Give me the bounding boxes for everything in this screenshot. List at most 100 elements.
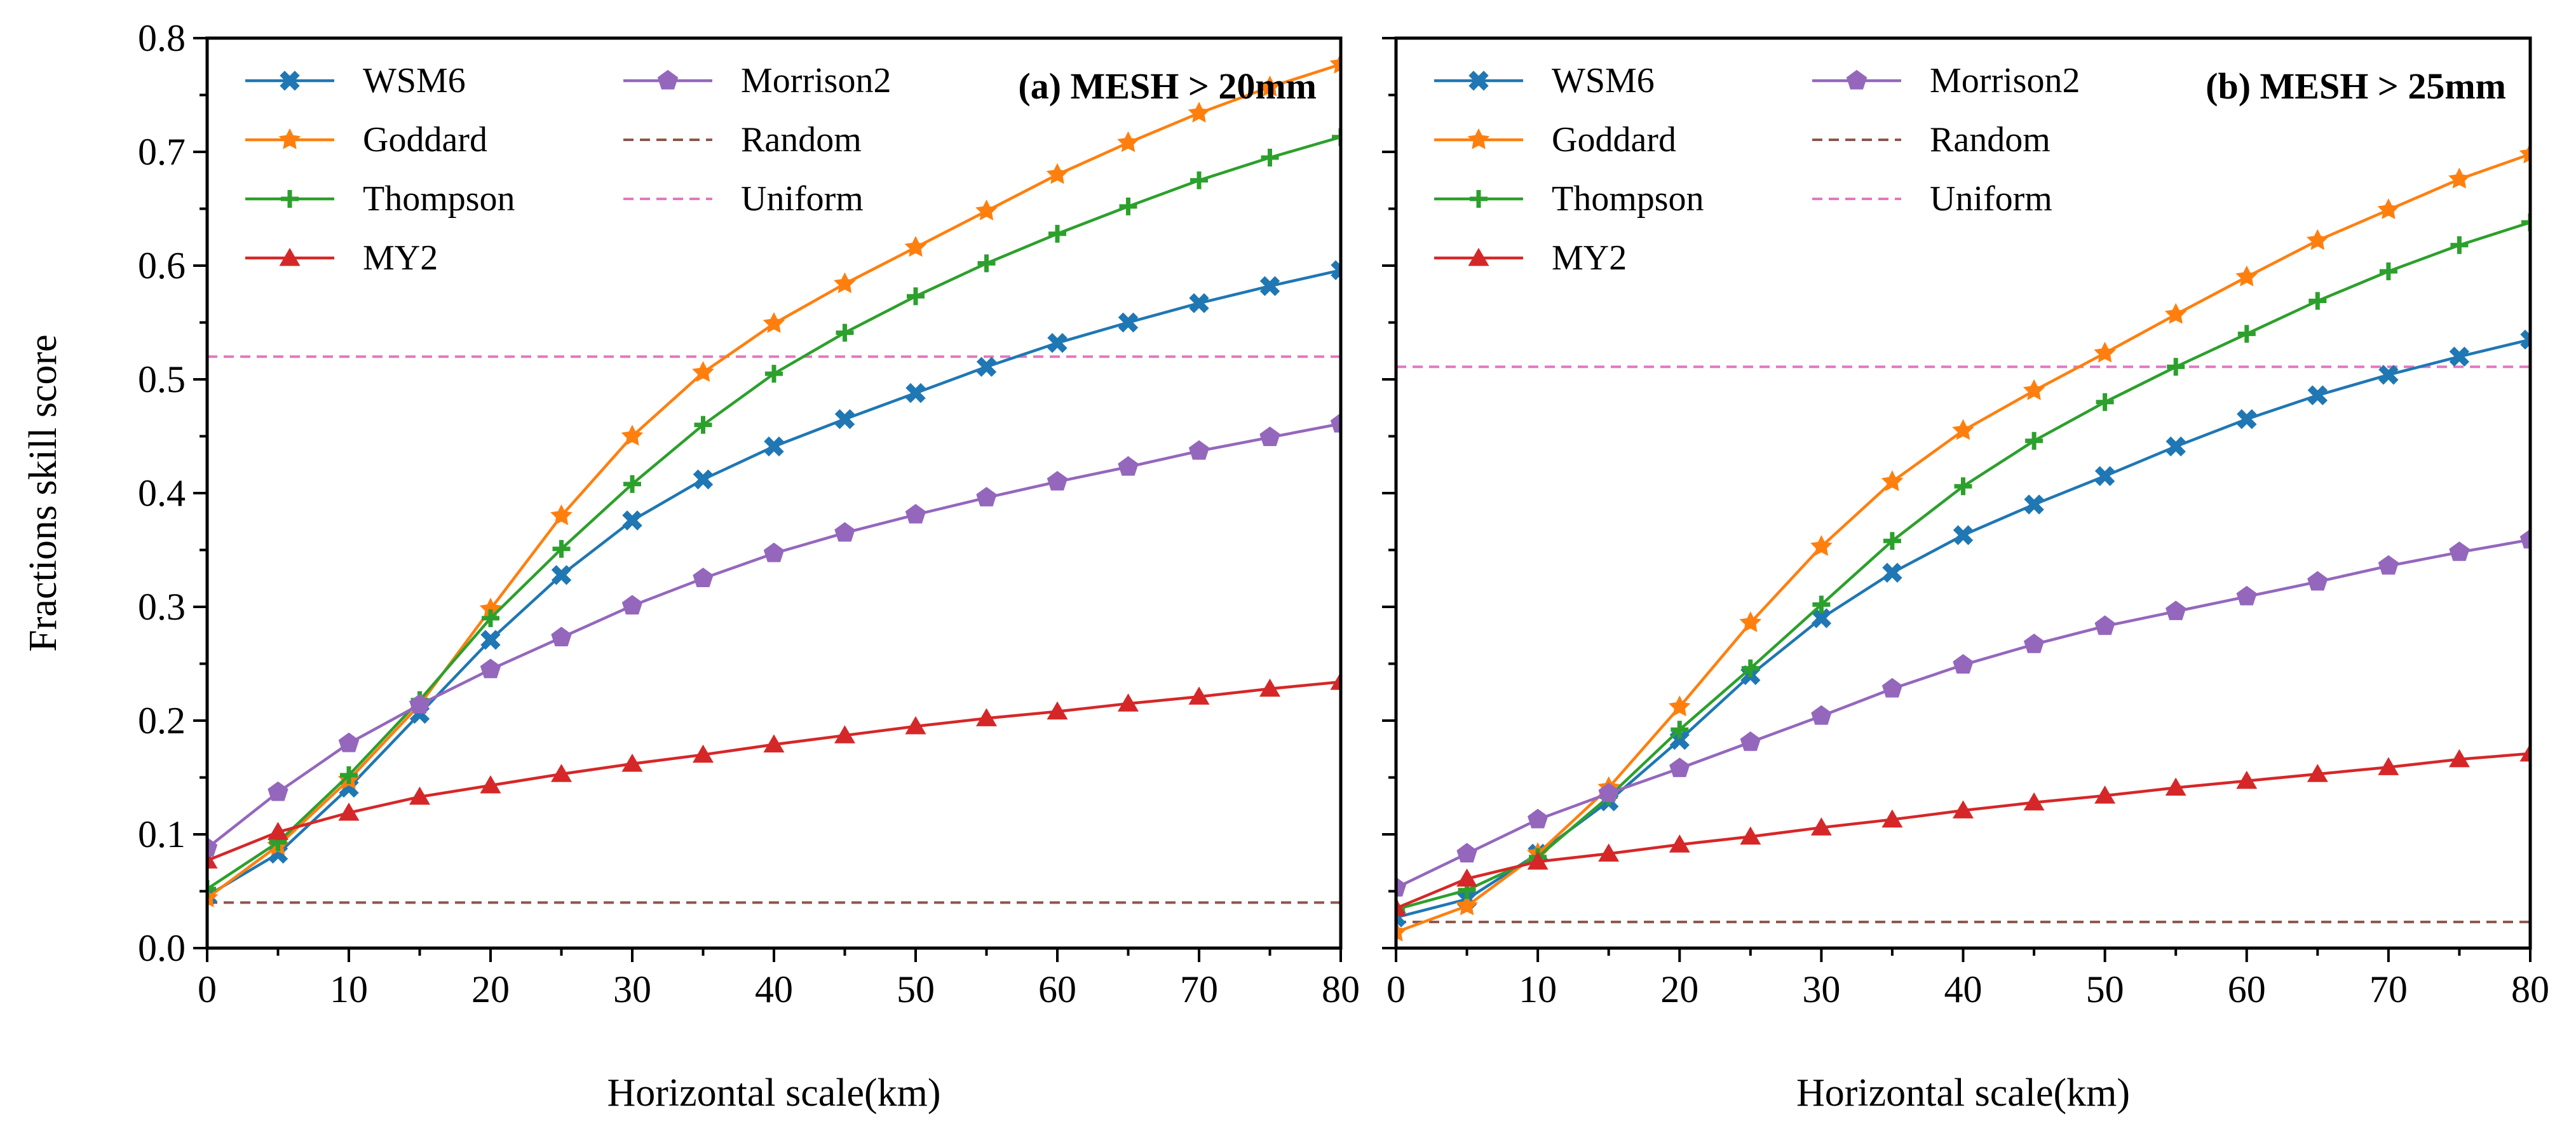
point-goddard-60 [1046, 163, 1069, 184]
y-tick-label: 0.8 [138, 17, 186, 59]
point-my2-50 [905, 716, 926, 735]
point-morrison2-10 [338, 732, 360, 752]
legend-marker [279, 248, 301, 266]
point-my2-30 [1810, 817, 1832, 836]
point-morrison2-45 [2023, 634, 2045, 653]
y-tick-label: 0.1 [138, 813, 186, 855]
point-morrison2-50 [2094, 615, 2115, 635]
legend-entry-my2: MY2 [1434, 238, 1627, 278]
point-morrison2-40 [763, 542, 785, 562]
legend-entry-wsm6: WSM6 [1434, 61, 1655, 100]
point-my2-55 [2165, 777, 2186, 796]
legend-marker [1846, 70, 1868, 90]
point-my2-20 [480, 775, 501, 794]
point-my2-25 [551, 764, 572, 782]
point-goddard-40 [1952, 419, 1974, 440]
point-morrison2-75 [2449, 541, 2470, 561]
x-tick-label: 60 [2228, 968, 2266, 1010]
point-morrison2-65 [1118, 456, 1139, 476]
point-thompson-45 [2025, 431, 2044, 450]
point-my2-10 [1527, 852, 1549, 870]
legend-marker [281, 190, 299, 208]
point-morrison2-70 [1188, 440, 1210, 460]
legend-label: Uniform [741, 179, 864, 219]
point-wsm6-75 [2449, 346, 2470, 367]
point-wsm6-40 [1953, 525, 1974, 545]
point-my2-60 [1047, 701, 1068, 720]
point-morrison2-45 [834, 522, 855, 542]
x-tick-label: 80 [2511, 968, 2549, 1010]
x-tick-label: 0 [198, 968, 217, 1010]
point-my2-0 [1396, 898, 1407, 916]
point-morrison2-0 [207, 837, 218, 857]
point-wsm6-80 [2520, 329, 2530, 350]
point-my2-35 [1881, 809, 1903, 828]
series-line-wsm6 [207, 269, 1341, 897]
point-my2-75 [2449, 749, 2470, 768]
point-goddard-80 [1329, 53, 1341, 74]
point-morrison2-10 [1528, 808, 1549, 829]
legend-marker [1468, 71, 1489, 91]
point-goddard-65 [2307, 229, 2329, 250]
point-goddard-45 [2023, 379, 2045, 400]
point-morrison2-80 [1330, 412, 1341, 433]
point-my2-40 [763, 734, 785, 753]
legend-marker [280, 71, 300, 91]
x-tick-label: 10 [1519, 968, 1557, 1010]
point-thompson-40 [1954, 477, 1972, 496]
point-thompson-65 [2308, 292, 2327, 310]
point-wsm6-30 [622, 510, 642, 531]
point-wsm6-55 [976, 356, 997, 377]
point-thompson-80 [1332, 128, 1341, 146]
point-thompson-45 [836, 323, 854, 342]
point-wsm6-50 [2094, 466, 2115, 486]
legend-label: Uniform [1930, 179, 2052, 219]
point-goddard-35 [1881, 470, 1904, 491]
x-tick-label: 30 [1802, 968, 1840, 1010]
series-line-morrison2 [207, 422, 1341, 850]
point-thompson-50 [907, 287, 925, 306]
point-goddard-70 [1188, 101, 1210, 123]
point-wsm6-35 [1882, 562, 1902, 583]
point-thompson-35 [1883, 532, 1901, 550]
x-tick-label: 30 [613, 968, 651, 1010]
legend-entry-random: Random [1812, 120, 2051, 159]
point-thompson-5 [269, 833, 287, 852]
legend-label: Goddard [363, 120, 487, 159]
point-my2-70 [1188, 686, 1210, 705]
point-goddard-75 [1259, 75, 1281, 97]
point-morrison2-25 [551, 627, 572, 647]
point-wsm6-45 [834, 409, 855, 430]
point-morrison2-30 [1811, 705, 1832, 725]
point-thompson-0 [207, 879, 216, 898]
point-goddard-45 [834, 272, 856, 294]
point-my2-25 [1740, 826, 1761, 845]
point-morrison2-55 [2166, 601, 2186, 620]
point-thompson-35 [694, 416, 712, 434]
x-tick-label: 70 [2369, 968, 2408, 1010]
point-morrison2-15 [409, 693, 430, 714]
point-my2-75 [1259, 678, 1280, 697]
point-my2-65 [1118, 693, 1139, 712]
legend-label: Morrison2 [1930, 61, 2080, 100]
legend-label: Thompson [1552, 179, 1704, 219]
x-tick-label: 50 [897, 968, 935, 1010]
y-tick-label: 0.7 [138, 131, 186, 173]
point-thompson-55 [977, 254, 996, 273]
x-tick-label: 70 [1180, 968, 1218, 1010]
point-morrison2-65 [2307, 571, 2328, 591]
point-morrison2-15 [1598, 782, 1619, 803]
point-morrison2-40 [1953, 654, 1974, 674]
point-goddard-55 [2164, 302, 2187, 324]
point-my2-15 [409, 786, 430, 805]
point-my2-5 [268, 822, 288, 840]
point-morrison2-60 [2236, 585, 2257, 606]
point-wsm6-45 [2024, 494, 2044, 515]
legend-entry-thompson: Thompson [245, 179, 515, 219]
plot-area [207, 53, 1341, 907]
point-wsm6-70 [1189, 293, 1209, 313]
point-morrison2-60 [1047, 471, 1068, 491]
y-tick-label: 0.4 [138, 472, 186, 514]
legend-marker [1470, 190, 1488, 208]
